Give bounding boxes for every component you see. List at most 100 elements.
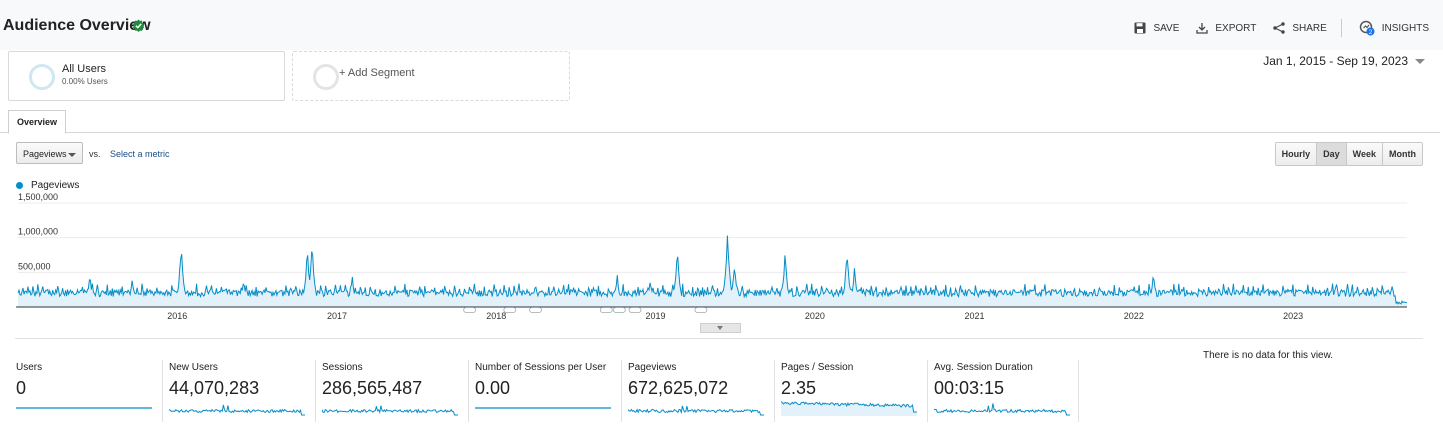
x-tick-label: 2019 <box>646 311 666 321</box>
y-tick-label: 1,000,000 <box>18 227 58 237</box>
x-tick-label: 2017 <box>327 311 347 321</box>
annotation-marker[interactable] <box>503 307 517 313</box>
scorecard-divider <box>927 360 928 422</box>
pageviews-area <box>18 235 1407 307</box>
x-tick-label: 2020 <box>805 311 825 321</box>
metric-select-value: Pageviews <box>23 149 67 159</box>
scorecard[interactable]: Sessions 286,565,487 <box>322 360 474 422</box>
scorecard-value: 00:03:15 <box>934 378 1005 398</box>
chart-expander[interactable] <box>700 323 741 333</box>
scorecard[interactable]: Users 0 <box>16 360 168 422</box>
scorecard-value: 0.00 <box>475 378 511 398</box>
pageviews-chart[interactable]: 1,500,000 1,000,000 500,000 2016 2017 2018 201… <box>0 192 1443 322</box>
segment-all-users[interactable]: All Users 0.00% Users <box>8 51 285 101</box>
sparkline <box>475 407 611 409</box>
segment-name: All Users <box>62 63 107 75</box>
x-tick-label: 2021 <box>965 311 985 321</box>
scorecard-divider <box>315 360 316 422</box>
save-icon <box>1134 22 1146 34</box>
share-icon <box>1273 22 1286 34</box>
x-tick-label: 2022 <box>1124 311 1144 321</box>
insights-badge: 2 <box>1369 30 1373 36</box>
granularity-hourly[interactable]: Hourly <box>1275 143 1317 165</box>
granularity-toggle: Hourly Day Week Month <box>1274 142 1423 166</box>
annotation-marker[interactable] <box>694 307 708 313</box>
share-label: SHARE <box>1292 22 1327 34</box>
chart-bottom-divider <box>15 338 1423 339</box>
insights-label: INSIGHTS <box>1381 22 1429 34</box>
scorecard-divider <box>774 360 775 422</box>
scorecard[interactable]: Pageviews 672,625,072 <box>628 360 780 422</box>
verified-check-icon <box>132 19 145 32</box>
insights-button[interactable]: 2 INSIGHTS <box>1359 20 1429 36</box>
select-metric-link[interactable]: Select a metric <box>110 149 170 159</box>
scorecard-divider <box>1078 360 1079 422</box>
annotation-marker[interactable] <box>463 307 477 313</box>
scorecard-divider <box>162 360 163 422</box>
segment-ring-icon <box>29 64 55 90</box>
sparkline <box>934 403 1070 416</box>
scorecard-label: Sessions <box>322 362 363 373</box>
granularity-month[interactable]: Month <box>1382 143 1422 165</box>
y-tick-label: 500,000 <box>18 261 51 271</box>
scorecard-label: New Users <box>169 362 218 373</box>
chevron-down-icon <box>68 153 76 157</box>
add-segment-label: + Add Segment <box>339 67 415 79</box>
annotation-marker[interactable] <box>599 307 613 313</box>
no-data-message: There is no data for this view. <box>1203 350 1334 361</box>
scorecard-divider <box>621 360 622 422</box>
save-label: SAVE <box>1153 22 1180 34</box>
annotation-marker[interactable] <box>628 307 642 313</box>
add-segment-ring-icon <box>313 64 339 90</box>
date-range-label: Jan 1, 2015 - Sep 19, 2023 <box>1263 54 1408 68</box>
actions-divider <box>1340 19 1342 37</box>
scorecard-label: Users <box>16 362 43 373</box>
insights-icon: 2 <box>1359 20 1375 36</box>
scorecard-label: Avg. Session Duration <box>934 362 1033 373</box>
annotation-marker[interactable] <box>612 307 626 313</box>
chevron-down-icon <box>1415 58 1425 64</box>
x-tick-label: 2016 <box>167 311 187 321</box>
sparkline <box>16 407 152 409</box>
y-tick-label: 1,500,000 <box>18 192 58 202</box>
scorecard[interactable]: Pages / Session 2.35 <box>781 360 933 422</box>
date-range-picker[interactable]: Jan 1, 2015 - Sep 19, 2023 <box>1263 54 1425 68</box>
granularity-day[interactable]: Day <box>1316 143 1346 165</box>
export-label: EXPORT <box>1215 22 1257 34</box>
save-button[interactable]: SAVE <box>1134 22 1179 34</box>
legend-dot <box>16 182 23 189</box>
header-actions: SAVE EXPORT SHARE 2 INSIGHTS <box>1117 19 1429 37</box>
sparkline <box>781 401 917 416</box>
annotation-marker[interactable] <box>529 307 542 313</box>
scorecard[interactable]: Avg. Session Duration 00:03:15 <box>934 360 1086 422</box>
scorecard-value: 0 <box>16 378 27 398</box>
pageviews-line <box>17 235 1408 305</box>
scorecard[interactable]: New Users 44,070,283 <box>169 360 321 422</box>
scorecard-divider <box>468 360 469 422</box>
add-segment-button[interactable]: + Add Segment <box>292 51 570 101</box>
legend-label: Pageviews <box>31 180 80 191</box>
x-tick-label: 2018 <box>486 311 506 321</box>
metric-select[interactable]: Pageviews <box>16 142 83 164</box>
x-tick-label: 2023 <box>1283 311 1303 321</box>
scorecard-value: 286,565,487 <box>322 378 423 398</box>
scorecard-label: Pageviews <box>628 362 677 373</box>
tab-divider <box>0 132 1440 133</box>
tab-overview[interactable]: Overview <box>8 110 66 134</box>
scorecard-value: 44,070,283 <box>169 378 260 398</box>
scorecard-value: 672,625,072 <box>628 378 729 398</box>
export-button[interactable]: EXPORT <box>1196 22 1256 34</box>
sparkline <box>169 404 305 416</box>
page-title: Audience Overview <box>3 17 151 34</box>
sparkline <box>628 405 764 416</box>
granularity-week[interactable]: Week <box>1345 143 1382 165</box>
scorecard-label: Pages / Session <box>781 362 854 373</box>
export-icon <box>1196 23 1209 34</box>
vs-label: vs. <box>89 149 101 159</box>
chart-legend: Pageviews <box>16 180 79 191</box>
share-button[interactable]: SHARE <box>1273 22 1327 34</box>
scorecard[interactable]: Number of Sessions per User 0.00 <box>475 360 627 422</box>
sparkline <box>322 405 458 416</box>
chevron-down-icon <box>717 326 723 330</box>
segment-percentage: 0.00% Users <box>62 77 108 86</box>
